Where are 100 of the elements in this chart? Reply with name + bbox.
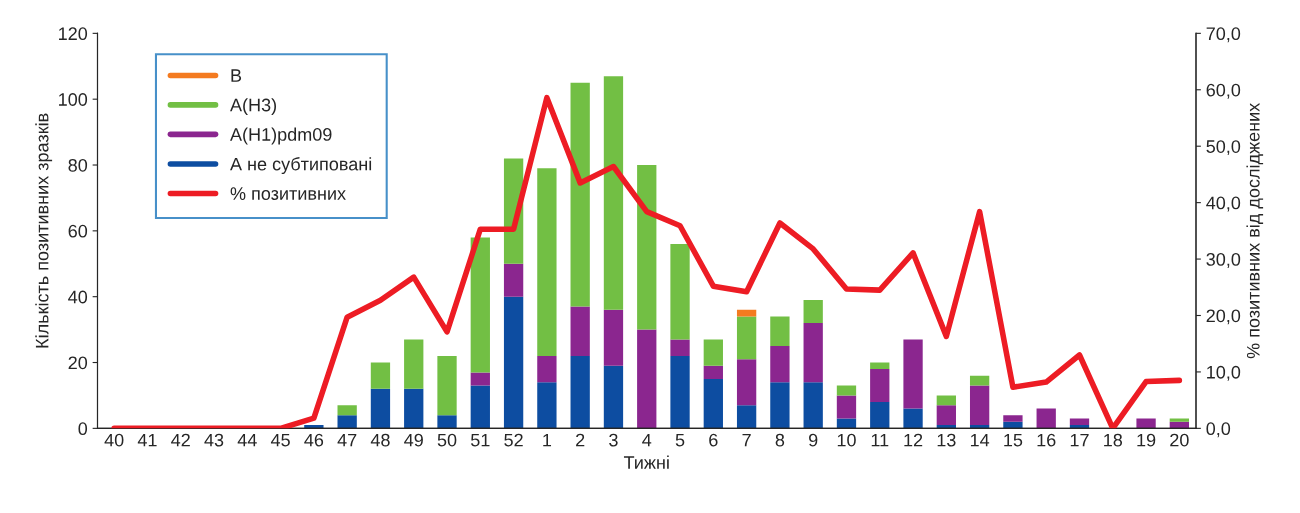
bar: [803, 382, 823, 429]
bar: [570, 355, 590, 429]
x-tick-label: 20: [1170, 433, 1189, 447]
legend-label: А не субтиповані: [230, 157, 372, 175]
bar: [304, 425, 324, 429]
x-tick-label: 47: [337, 433, 357, 447]
x-tick-label: 14: [970, 433, 990, 447]
bar: [337, 405, 357, 416]
bar: [870, 402, 890, 429]
x-tick-label: 40: [104, 433, 124, 447]
bar: [637, 329, 657, 429]
bar: [503, 296, 524, 429]
x-axis-title: Тижні: [623, 455, 669, 469]
y-tick-label: 40: [68, 290, 88, 304]
bar: [1003, 415, 1023, 422]
y-tick-label: 0: [78, 422, 88, 436]
bar: [736, 309, 757, 317]
bar: [1069, 418, 1090, 426]
legend-label: % позитивних: [230, 187, 346, 200]
bar: [870, 369, 890, 403]
x-tick-label: 5: [675, 433, 685, 447]
bar: [1036, 408, 1056, 429]
x-tick-label: 2: [576, 433, 585, 447]
x-tick-label: 19: [1137, 433, 1156, 447]
y2-tick-label: 50,0: [1206, 140, 1241, 156]
legend-label: А(H1)pdm09: [230, 127, 332, 145]
bar: [736, 405, 757, 429]
bar: [603, 76, 624, 310]
bar: [770, 316, 790, 347]
x-tick-label: 3: [609, 433, 618, 447]
legend-label: В: [231, 69, 242, 82]
bar: [337, 415, 357, 429]
y2-tick-label: 40,0: [1206, 196, 1241, 212]
y-tick-label: 80: [68, 158, 88, 172]
bar: [770, 346, 790, 383]
x-tick-label: 12: [904, 433, 923, 447]
bar: [370, 388, 391, 429]
y2-tick-label: 30,0: [1206, 253, 1241, 268]
bar: [836, 418, 857, 429]
x-tick-label: 48: [370, 433, 390, 447]
bar: [803, 299, 823, 324]
bar: [803, 323, 823, 383]
x-tick-label: 43: [204, 433, 224, 447]
bar: [437, 415, 457, 429]
bar: [736, 359, 757, 406]
x-tick-label: 8: [775, 433, 785, 447]
y2-tick-label: 20,0: [1206, 309, 1241, 325]
bar: [936, 405, 956, 426]
x-tick-label: 52: [504, 433, 523, 447]
bar: [404, 388, 424, 429]
legend-label: А(H3): [230, 98, 277, 115]
bar: [670, 244, 690, 340]
x-tick-label: 10: [837, 433, 856, 447]
bar: [503, 263, 524, 297]
x-tick-label: 4: [642, 433, 652, 447]
bar: [969, 375, 990, 386]
y2-tick-label: 60,0: [1206, 83, 1241, 99]
x-tick-label: 42: [171, 433, 190, 447]
bar: [903, 339, 923, 409]
bar: [836, 395, 857, 419]
y-tick-label: 120: [59, 27, 88, 41]
bar: [1003, 421, 1023, 429]
x-tick-label: 18: [1104, 433, 1123, 447]
x-tick-label: 6: [709, 433, 718, 447]
y-axis-title: Кількість позитивних зразків: [35, 113, 53, 348]
bar: [870, 362, 890, 370]
x-tick-label: 45: [270, 433, 290, 447]
bar: [836, 385, 857, 396]
bar: [736, 316, 757, 360]
x-tick-label: 50: [437, 433, 457, 447]
bar: [670, 339, 690, 356]
x-tick-label: 13: [937, 433, 956, 447]
bar: [670, 355, 690, 429]
bar: [537, 168, 557, 356]
bar: [470, 372, 490, 386]
y-tick-label: 100: [59, 93, 88, 106]
y2-tick-label: 70,0: [1206, 27, 1241, 43]
y-tick-label: 20: [68, 356, 88, 370]
y-tick-label: 60: [68, 224, 88, 238]
y2-tick-label: 10,0: [1207, 365, 1241, 381]
bar: [470, 385, 490, 429]
bar: [936, 395, 956, 406]
bar: [603, 309, 624, 366]
bar: [404, 339, 424, 389]
x-tick-label: 44: [237, 433, 257, 447]
x-tick-label: 1: [543, 433, 552, 447]
bar: [603, 365, 624, 429]
x-tick-label: 41: [137, 433, 157, 447]
bar: [637, 165, 657, 330]
x-tick-label: 11: [871, 433, 889, 447]
bar: [903, 408, 923, 429]
bar: [537, 355, 557, 383]
bar: [969, 385, 990, 426]
bar: [570, 82, 590, 307]
y2-tick-label: 0,0: [1206, 422, 1231, 438]
x-tick-label: 49: [404, 433, 423, 447]
bar: [703, 378, 723, 429]
bar: [537, 382, 557, 429]
x-tick-label: 9: [809, 433, 818, 447]
bar: [370, 362, 391, 389]
